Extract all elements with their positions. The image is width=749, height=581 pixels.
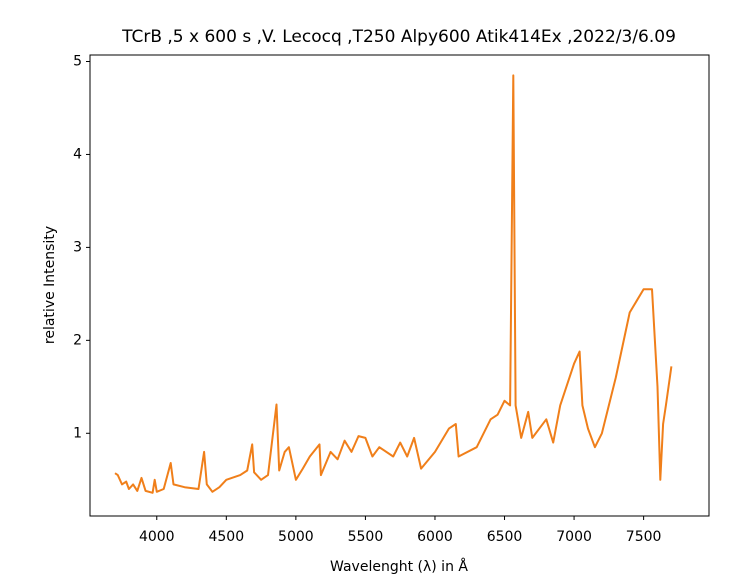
x-tick-label: 5000 [278, 529, 314, 545]
x-tick-label: 5500 [348, 529, 384, 545]
x-tick-label: 6000 [417, 529, 453, 545]
y-tick-label: 3 [73, 239, 82, 255]
x-tick-label: 7000 [556, 529, 592, 545]
x-tick-label: 4500 [208, 529, 244, 545]
y-tick-label: 2 [73, 332, 82, 348]
spectrum-line [114, 74, 673, 494]
y-tick-label: 4 [73, 146, 82, 162]
x-tick-label: 4000 [139, 529, 175, 545]
chart-title: TCrB ,5 x 600 s ,V. Lecocq ,T250 Alpy600… [121, 27, 676, 47]
plot-frame [89, 54, 710, 517]
y-axis-label: relative Intensity [42, 226, 58, 344]
y-tick-label: 5 [73, 54, 82, 70]
y-tick-label: 1 [73, 425, 82, 441]
x-axis-label: Wavelenght (λ) in Å [330, 558, 468, 575]
x-tick-label: 7500 [626, 529, 662, 545]
x-tick-label: 6500 [487, 529, 523, 545]
